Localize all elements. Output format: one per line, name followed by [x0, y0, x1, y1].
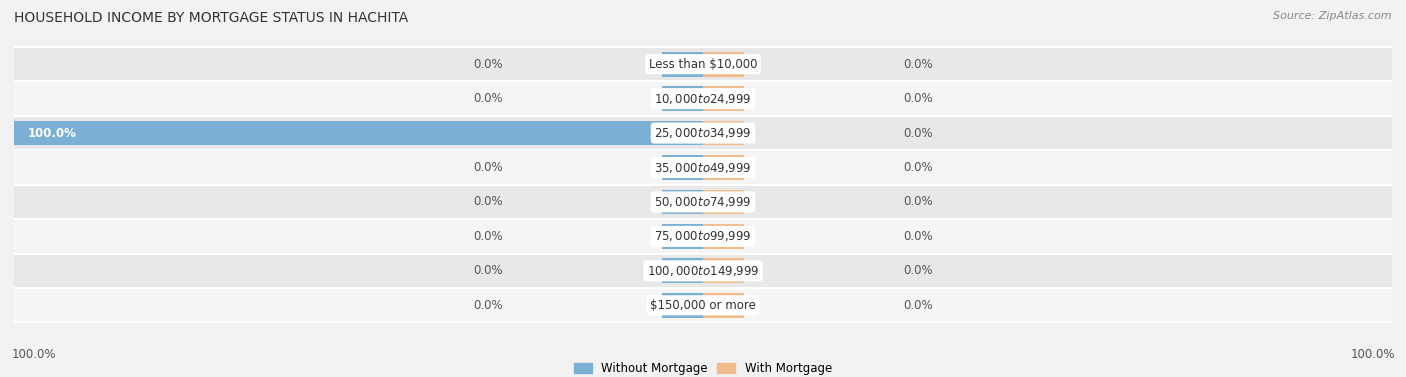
Bar	[662, 52, 703, 77]
Text: 0.0%: 0.0%	[903, 264, 932, 277]
Text: 0.0%: 0.0%	[903, 92, 932, 105]
Bar	[14, 185, 1392, 219]
Text: 0.0%: 0.0%	[474, 161, 503, 174]
Text: $10,000 to $24,999: $10,000 to $24,999	[654, 92, 752, 106]
Bar	[703, 155, 744, 180]
Bar	[662, 259, 703, 283]
Bar	[14, 116, 1392, 150]
Text: 0.0%: 0.0%	[474, 92, 503, 105]
Bar	[662, 293, 703, 318]
Bar	[703, 190, 744, 215]
Text: Less than $10,000: Less than $10,000	[648, 58, 758, 70]
Bar	[703, 293, 744, 318]
Text: 0.0%: 0.0%	[474, 230, 503, 243]
Text: $35,000 to $49,999: $35,000 to $49,999	[654, 161, 752, 175]
Text: Source: ZipAtlas.com: Source: ZipAtlas.com	[1274, 11, 1392, 21]
Bar	[14, 288, 1392, 322]
Bar	[703, 259, 744, 283]
Bar	[14, 254, 1392, 288]
Text: 0.0%: 0.0%	[474, 195, 503, 208]
Legend: Without Mortgage, With Mortgage: Without Mortgage, With Mortgage	[569, 357, 837, 377]
Bar	[703, 52, 744, 77]
Text: 0.0%: 0.0%	[903, 299, 932, 312]
Text: 0.0%: 0.0%	[903, 230, 932, 243]
Text: 0.0%: 0.0%	[474, 58, 503, 70]
Bar	[703, 86, 744, 111]
Text: $150,000 or more: $150,000 or more	[650, 299, 756, 312]
Text: $100,000 to $149,999: $100,000 to $149,999	[647, 264, 759, 278]
Bar	[703, 121, 744, 146]
Text: 100.0%: 100.0%	[11, 348, 56, 361]
Bar	[662, 190, 703, 215]
Bar	[662, 155, 703, 180]
Text: HOUSEHOLD INCOME BY MORTGAGE STATUS IN HACHITA: HOUSEHOLD INCOME BY MORTGAGE STATUS IN H…	[14, 11, 408, 25]
Text: 0.0%: 0.0%	[474, 264, 503, 277]
Bar	[14, 219, 1392, 254]
Bar	[14, 150, 1392, 185]
Bar	[703, 224, 744, 249]
Text: 0.0%: 0.0%	[474, 299, 503, 312]
Text: $75,000 to $99,999: $75,000 to $99,999	[654, 229, 752, 244]
Text: 0.0%: 0.0%	[903, 161, 932, 174]
Text: 100.0%: 100.0%	[1350, 348, 1395, 361]
Text: $25,000 to $34,999: $25,000 to $34,999	[654, 126, 752, 140]
Bar	[662, 86, 703, 111]
Bar	[662, 224, 703, 249]
Bar	[14, 121, 703, 146]
Text: 100.0%: 100.0%	[28, 127, 77, 139]
Text: 0.0%: 0.0%	[903, 195, 932, 208]
Bar	[14, 81, 1392, 116]
Bar	[14, 47, 1392, 81]
Text: 0.0%: 0.0%	[903, 58, 932, 70]
Text: 0.0%: 0.0%	[903, 127, 932, 139]
Text: $50,000 to $74,999: $50,000 to $74,999	[654, 195, 752, 209]
